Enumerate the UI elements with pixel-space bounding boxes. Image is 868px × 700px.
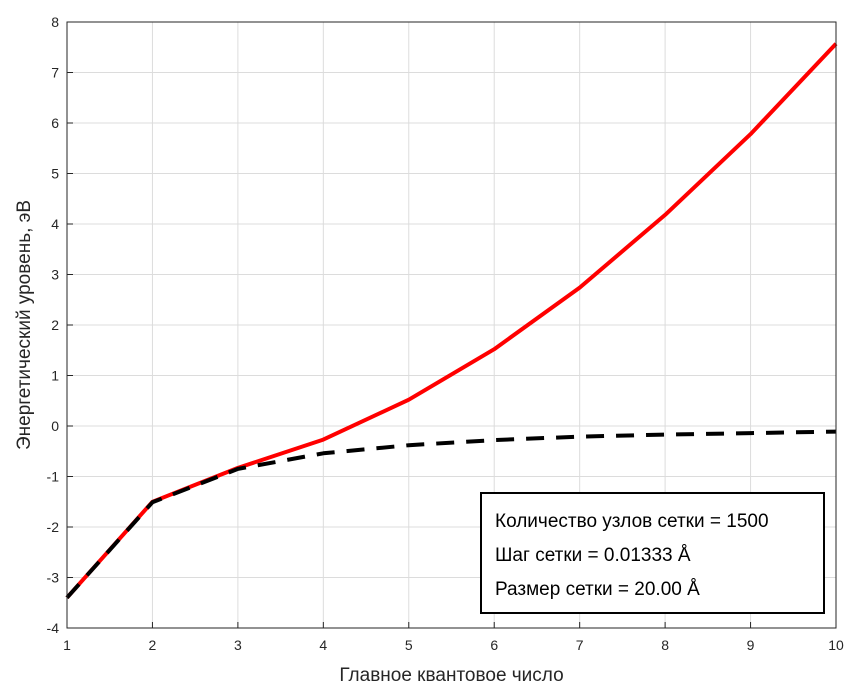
x-tick-label: 10 bbox=[828, 637, 844, 653]
annotation-frame bbox=[480, 492, 825, 614]
annotation-line-1: Количество узлов сетки = 1500 bbox=[495, 511, 769, 532]
annotation-box: Количество узлов сетки = 1500 Шаг сетки … bbox=[480, 492, 825, 614]
y-tick-label: -3 bbox=[47, 570, 60, 586]
x-tick-label: 2 bbox=[149, 637, 157, 653]
y-axis-label: Энергетический уровень, эВ bbox=[14, 200, 35, 450]
x-tick-label: 9 bbox=[747, 637, 755, 653]
x-tick-label: 6 bbox=[490, 637, 498, 653]
y-tick-label: 0 bbox=[51, 418, 59, 434]
y-tick-label: 5 bbox=[51, 166, 59, 182]
series-line-2 bbox=[65, 429, 837, 600]
y-tick-label: -1 bbox=[47, 469, 60, 485]
x-tick-label: 7 bbox=[576, 637, 584, 653]
y-tick-label: 4 bbox=[51, 216, 59, 232]
y-tick-label: 1 bbox=[51, 368, 59, 384]
annotation-line-3: Размер сетки = 20.00 Å bbox=[495, 579, 700, 600]
series-line-1 bbox=[65, 42, 838, 600]
x-tick-label: 5 bbox=[405, 637, 413, 653]
x-tick-label: 4 bbox=[319, 637, 327, 653]
x-tick-label: 3 bbox=[234, 637, 242, 653]
y-tick-label: -2 bbox=[47, 519, 60, 535]
x-tick-label: 1 bbox=[63, 637, 71, 653]
x-axis-label: Главное квантовое число bbox=[339, 665, 563, 686]
annotation-line-2: Шаг сетки = 0.01333 Å bbox=[495, 545, 691, 566]
y-tick-label: 2 bbox=[51, 317, 59, 333]
ticks: 1 2 3 4 5 6 7 8 9 10 -4 -3 -2 -1 0 1 2 3 4 5 6 7 8 bbox=[47, 14, 844, 653]
y-tick-label: 6 bbox=[51, 115, 59, 131]
x-tick-label: 8 bbox=[661, 637, 669, 653]
series-group bbox=[65, 42, 838, 600]
y-tick-label: 3 bbox=[51, 267, 59, 283]
y-tick-label: 8 bbox=[51, 14, 59, 30]
y-tick-label: -4 bbox=[47, 620, 60, 636]
y-tick-label: 7 bbox=[51, 65, 59, 81]
